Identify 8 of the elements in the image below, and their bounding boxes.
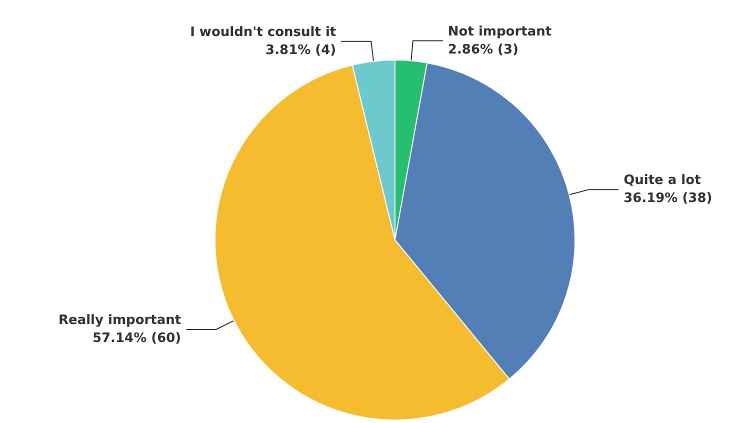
data-label: 2.86% (3) bbox=[448, 42, 518, 58]
data-label: 36.19% (38) bbox=[624, 191, 712, 206]
slice-label: Really important bbox=[58, 312, 182, 328]
data-label: 57.14% (60) bbox=[92, 330, 182, 346]
slice-label: I wouldn't consult it bbox=[190, 24, 336, 40]
slice-label: Quite a lot bbox=[624, 173, 701, 188]
data-label: 3.81% (4) bbox=[266, 42, 336, 58]
slice-label: Not important bbox=[448, 24, 552, 40]
